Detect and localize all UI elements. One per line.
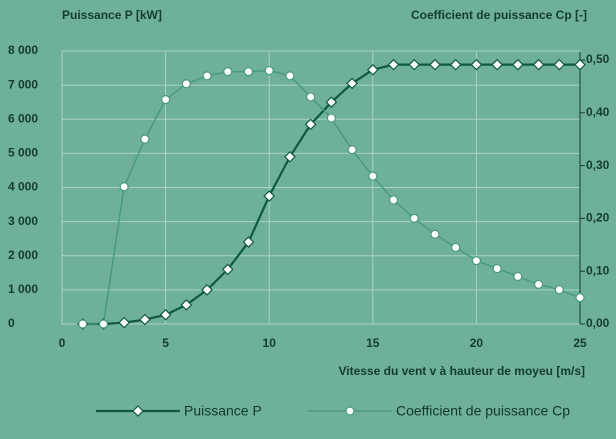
data-point (409, 213, 419, 223)
data-point (326, 113, 336, 123)
x-tick-label: 20 (470, 336, 484, 350)
y-tick-label: 0 (8, 316, 15, 330)
data-point (470, 58, 483, 71)
data-point (471, 256, 481, 266)
data-point (243, 67, 254, 77)
data-point (78, 319, 88, 329)
y-tick-label: 2 000 (8, 248, 38, 262)
data-point (223, 67, 233, 77)
y-tick-label: 3 000 (8, 214, 38, 228)
data-point (511, 58, 524, 71)
data-point (408, 58, 421, 71)
y2-tick-label: 0,50 (586, 52, 610, 66)
y-tick-label: 5 000 (8, 146, 38, 160)
legend-label: Puissance P (184, 403, 262, 419)
data-point (285, 71, 295, 81)
data-point (161, 94, 171, 105)
data-point (554, 285, 564, 295)
data-point (575, 293, 585, 303)
data-point (346, 77, 358, 90)
data-point (574, 58, 586, 71)
legend-label: Coefficient de puissance Cp (396, 403, 570, 419)
data-point (119, 182, 129, 192)
data-point (368, 171, 378, 181)
data-point (264, 65, 274, 76)
x-axis-label: Vitesse du vent v à hauteur de moyeu [m/… (338, 364, 585, 378)
data-point (492, 263, 502, 274)
x-tick-label: 5 (162, 336, 169, 350)
x-tick-label: 25 (573, 336, 587, 350)
legend-marker (345, 406, 355, 416)
data-point (139, 313, 151, 326)
data-point (284, 150, 296, 163)
y2-tick-label: 0,00 (586, 316, 610, 330)
y2-axis-label: Coefficient de puissance Cp [-] (411, 8, 587, 22)
data-point (388, 195, 399, 205)
data-point (159, 308, 172, 321)
data-point (491, 58, 503, 71)
data-point (366, 63, 379, 76)
data-point (451, 242, 461, 253)
x-tick-label: 15 (366, 336, 380, 350)
series-line (82, 69, 581, 325)
y2-tick-label: 0,10 (586, 263, 610, 277)
y-tick-label: 8 000 (8, 43, 38, 57)
x-tick-label: 10 (263, 336, 277, 350)
data-point (429, 58, 441, 71)
y-tick-label: 4 000 (8, 180, 38, 194)
data-point (201, 284, 213, 296)
y-tick-label: 1 000 (8, 282, 38, 296)
y-tick-label: 7 000 (8, 77, 38, 91)
data-point (180, 299, 193, 311)
legend-marker (132, 405, 144, 417)
data-point (532, 58, 545, 71)
data-point (553, 58, 566, 71)
data-point (513, 271, 523, 282)
data-point (202, 71, 212, 81)
y2-tick-label: 0,40 (586, 105, 610, 119)
data-point (387, 58, 400, 71)
data-point (325, 96, 338, 109)
data-point (118, 316, 131, 329)
data-point (98, 319, 109, 329)
data-point (221, 263, 234, 276)
data-point (306, 92, 316, 102)
data-point (430, 229, 440, 239)
data-point (449, 58, 462, 71)
data-point (304, 118, 317, 131)
data-point (181, 79, 191, 89)
y-tick-label: 6 000 (8, 111, 38, 125)
data-point (533, 279, 544, 289)
data-point (347, 145, 357, 155)
data-point (140, 134, 150, 144)
y-axis-label: Puissance P [kW] (62, 8, 162, 22)
data-point (242, 236, 255, 248)
data-point (263, 190, 276, 202)
y2-tick-label: 0,30 (586, 158, 610, 172)
y2-tick-label: 0,20 (586, 211, 610, 225)
x-tick-label: 0 (59, 336, 66, 350)
